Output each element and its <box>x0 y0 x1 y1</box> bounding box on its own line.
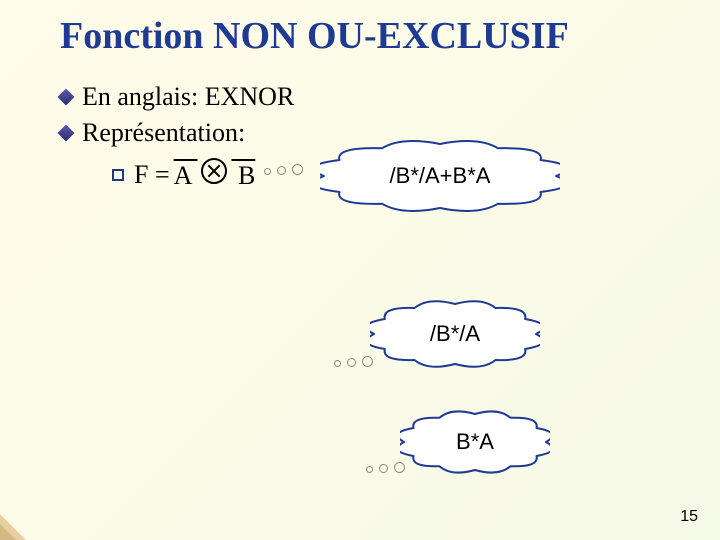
xnor-icon <box>201 158 227 184</box>
page-curl-icon <box>0 514 26 540</box>
formula: F = A B <box>112 158 255 191</box>
thought-dots <box>328 354 373 372</box>
bullet-1-text: En anglais: EXNOR <box>82 82 294 111</box>
thought-cloud: /B*/A <box>370 300 540 368</box>
thought-dots <box>360 460 405 478</box>
cloud-label: B*A <box>400 410 550 474</box>
bullet-2-text: Représentation: <box>82 118 245 147</box>
bullet-1: En anglais: EXNOR <box>60 82 294 112</box>
diamond-icon <box>58 89 75 106</box>
formula-prefix: F = <box>134 160 170 190</box>
bullet-2: Représentation: <box>60 118 245 148</box>
thought-dots <box>258 162 303 180</box>
page-number: 15 <box>680 508 698 526</box>
formula-lhs: A <box>174 161 191 190</box>
cloud-label: /B*/A <box>370 300 540 368</box>
formula-rhs: B <box>238 161 255 190</box>
square-icon <box>112 169 124 181</box>
thought-cloud: B*A <box>400 410 550 474</box>
diamond-icon <box>58 125 75 142</box>
page-title: Fonction NON OU-EXCLUSIF <box>60 14 569 58</box>
cloud-label: /B*/A+B*A <box>320 140 560 212</box>
formula-overline: A B <box>174 158 256 191</box>
thought-cloud: /B*/A+B*A <box>320 140 560 212</box>
